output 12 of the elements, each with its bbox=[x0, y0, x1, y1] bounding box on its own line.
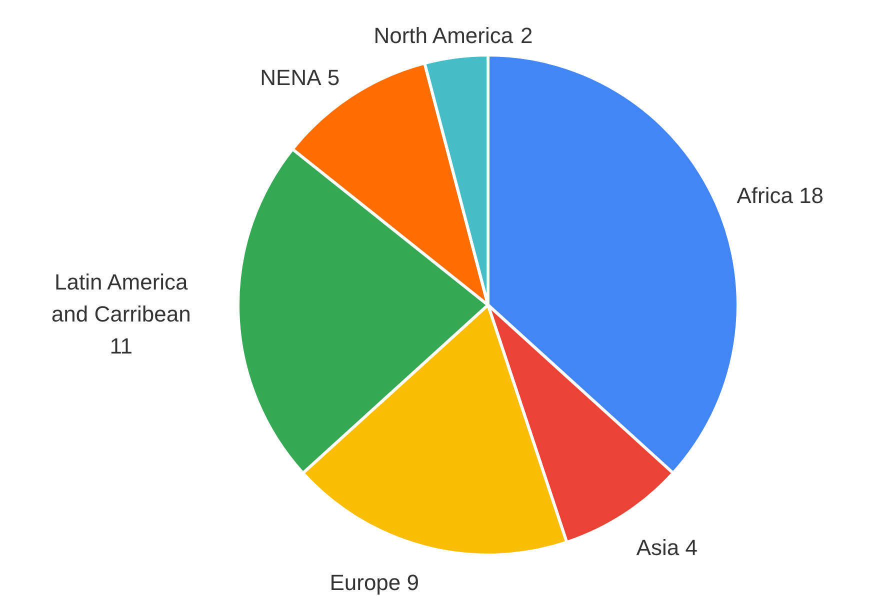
data-label: 5 bbox=[327, 65, 340, 90]
data-label: 4 bbox=[685, 534, 698, 560]
slice-label: Asia bbox=[636, 534, 680, 560]
slice-label: North America bbox=[374, 23, 514, 48]
data-label: 9 bbox=[406, 570, 420, 596]
data-label: 18 bbox=[799, 182, 824, 208]
data-label: 11 bbox=[110, 334, 133, 359]
slice-label: Europe bbox=[330, 570, 401, 596]
slice-label: Latin America and Carribean bbox=[51, 270, 191, 327]
data-label: 2 bbox=[520, 23, 533, 48]
slice-label: Africa bbox=[736, 182, 794, 208]
slice-label: NENA bbox=[260, 65, 322, 90]
